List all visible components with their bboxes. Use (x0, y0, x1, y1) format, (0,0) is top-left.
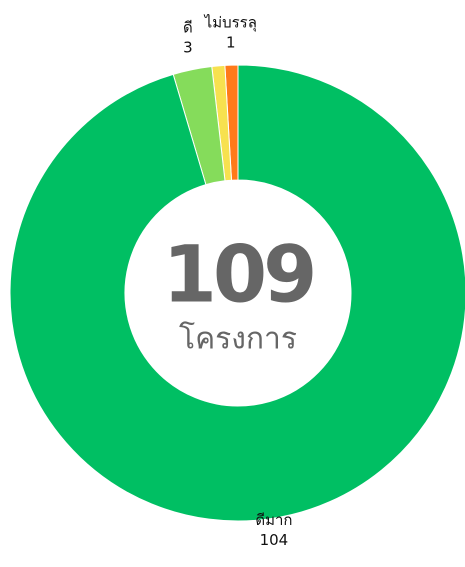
segment-label: ดีมาก (255, 511, 292, 529)
donut-segment (211, 64, 233, 182)
donut-segment (172, 65, 226, 186)
segment-value: 3 (183, 39, 193, 57)
segment-label: ไม่บรรลุ (204, 14, 257, 33)
donut-segment (9, 64, 465, 522)
segment-label: ดี (183, 19, 193, 37)
center-label: โครงการ (179, 321, 297, 357)
center-value: 109 (163, 230, 314, 320)
segment-value: 1 (226, 34, 236, 52)
segment-value: 104 (260, 531, 289, 549)
